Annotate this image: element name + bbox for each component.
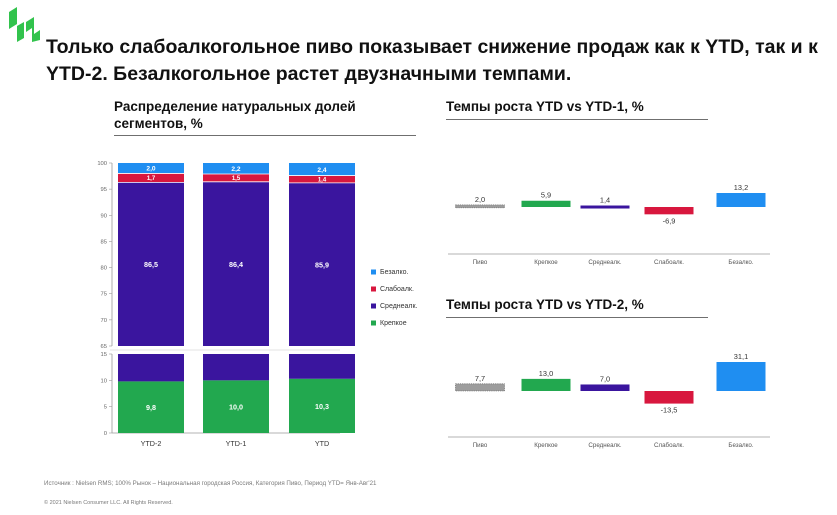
share-chart-title: Распределение натуральных долей сегменто…: [114, 99, 356, 131]
growth-bar: [580, 384, 630, 391]
brand-logo-icon: [9, 7, 40, 42]
copyright-footnote: © 2021 Nielsen Consumer LLC. All Rights …: [44, 500, 173, 506]
growth-value-label: 5,9: [541, 191, 551, 200]
growth-value-label: 1,4: [600, 196, 610, 205]
share-chart-title-rule: [114, 135, 416, 136]
upper-y-tick-label: 65: [101, 344, 107, 350]
bar-crepkoe: [118, 381, 184, 433]
growth-bar: [521, 378, 571, 391]
growth-category-label: Пиво: [473, 259, 488, 266]
value-label-crepkoe: 10,0: [229, 403, 243, 412]
legend-swatch: [371, 286, 376, 292]
lower-y-tick-label: 5: [104, 405, 107, 411]
growth-value-label: 13,2: [734, 183, 748, 192]
bar-srednealk-upper: [203, 181, 269, 346]
growth-value-label: 7,0: [600, 374, 610, 383]
bar-bezalk: [289, 163, 355, 176]
growth-value-label: 13,0: [539, 369, 553, 378]
bar-slaboalk: [203, 173, 269, 182]
slide-headline: Только слабоалкогольное пиво показывает …: [46, 36, 818, 85]
legend-label: Безалко.: [380, 269, 409, 276]
growth1-chart-title: Темпы роста YTD vs YTD-1, %: [446, 99, 644, 114]
x-category-label: YTD-2: [141, 439, 162, 448]
bar-srednealk-upper: [289, 182, 355, 346]
value-label-bezalk: 2,4: [317, 167, 326, 174]
growth-category-label: Крепкое: [534, 442, 558, 449]
legend-label: Крепкое: [380, 320, 407, 327]
growth-bar: [455, 383, 505, 392]
bar-bezalk: [203, 163, 269, 174]
growth-category-label: Пиво: [473, 442, 488, 449]
growth-bar: [716, 362, 766, 391]
bar-srednealk-lower: [118, 354, 184, 382]
growth-bar: [644, 391, 694, 404]
bar-crepkoe: [289, 378, 355, 433]
value-label-slaboalk: 1,4: [318, 177, 327, 183]
growth-bar: [521, 200, 571, 207]
value-label-crepkoe: 9,8: [146, 403, 156, 412]
growth-value-label: 31,1: [734, 352, 748, 361]
upper-y-tick-label: 95: [101, 187, 107, 193]
legend-label: Средне­алк.: [380, 303, 418, 310]
legend-label: Слабоалк.: [380, 285, 414, 293]
legend-swatch: [371, 320, 376, 326]
bar-bezalk: [118, 163, 184, 174]
value-label-bezalk: 2,0: [146, 166, 155, 173]
upper-y-tick-label: 70: [101, 318, 107, 324]
bar-slaboalk: [118, 173, 184, 183]
growth-value-label: 2,0: [475, 195, 485, 204]
bar-srednealk-lower: [289, 354, 355, 379]
value-label-srednealk: 86,5: [144, 260, 158, 269]
lower-y-tick-label: 15: [101, 352, 107, 358]
growth-value-label: 7,7: [475, 374, 485, 383]
growth-category-label: Крепкое: [534, 259, 558, 266]
logo-stroke-left: [9, 7, 24, 42]
growth-category-label: Безалко.: [728, 442, 753, 449]
growth-bar: [716, 193, 766, 207]
growth1-chart-title-rule: [446, 119, 708, 120]
value-label-crepkoe: 10,3: [315, 402, 329, 411]
value-label-srednealk: 85,9: [315, 260, 329, 269]
upper-y-tick-label: 90: [101, 213, 107, 219]
logo-stroke-right: [26, 17, 40, 42]
growth-category-label: Слабоалк.: [654, 259, 684, 266]
growth-category-label: Среднеалк.: [588, 442, 621, 449]
growth-category-label: Среднеалк.: [588, 259, 621, 266]
growth2-chart-title-rule: [446, 317, 708, 318]
legend-swatch: [371, 269, 376, 275]
value-label-srednealk: 86,4: [229, 260, 243, 269]
growth2-chart-title: Темпы роста YTD vs YTD-2, %: [446, 297, 644, 312]
growth-bar: [580, 205, 630, 209]
bar-crepkoe: [203, 380, 269, 433]
growth-value-label: -13,5: [661, 406, 678, 415]
lower-y-tick-label: 10: [101, 378, 107, 384]
growth-category-label: Слабоалк.: [654, 442, 684, 449]
value-label-slaboalk: 1,5: [232, 176, 241, 182]
legend-swatch: [371, 303, 376, 309]
bar-srednealk-upper: [118, 182, 184, 346]
x-category-label: YTD-1: [226, 439, 247, 448]
upper-y-tick-label: 80: [101, 266, 107, 272]
growth-bar: [644, 207, 694, 215]
growth-category-label: Безалко.: [728, 259, 753, 266]
value-label-slaboalk: 1,7: [147, 176, 156, 182]
upper-y-tick-label: 100: [97, 161, 107, 167]
value-label-bezalk: 2,2: [231, 166, 240, 173]
source-footnote: Источник : Nielsen RMS; 100% Рынок – Нац…: [44, 480, 377, 487]
lower-y-tick-label: 0: [104, 431, 107, 437]
growth-value-label: -6,9: [663, 216, 676, 225]
growth-bar: [455, 204, 505, 209]
upper-y-tick-label: 75: [101, 292, 107, 298]
bar-slaboalk: [289, 175, 355, 183]
bar-srednealk-lower: [203, 354, 269, 381]
upper-y-tick-label: 85: [101, 239, 107, 245]
x-category-label: YTD: [315, 439, 329, 448]
